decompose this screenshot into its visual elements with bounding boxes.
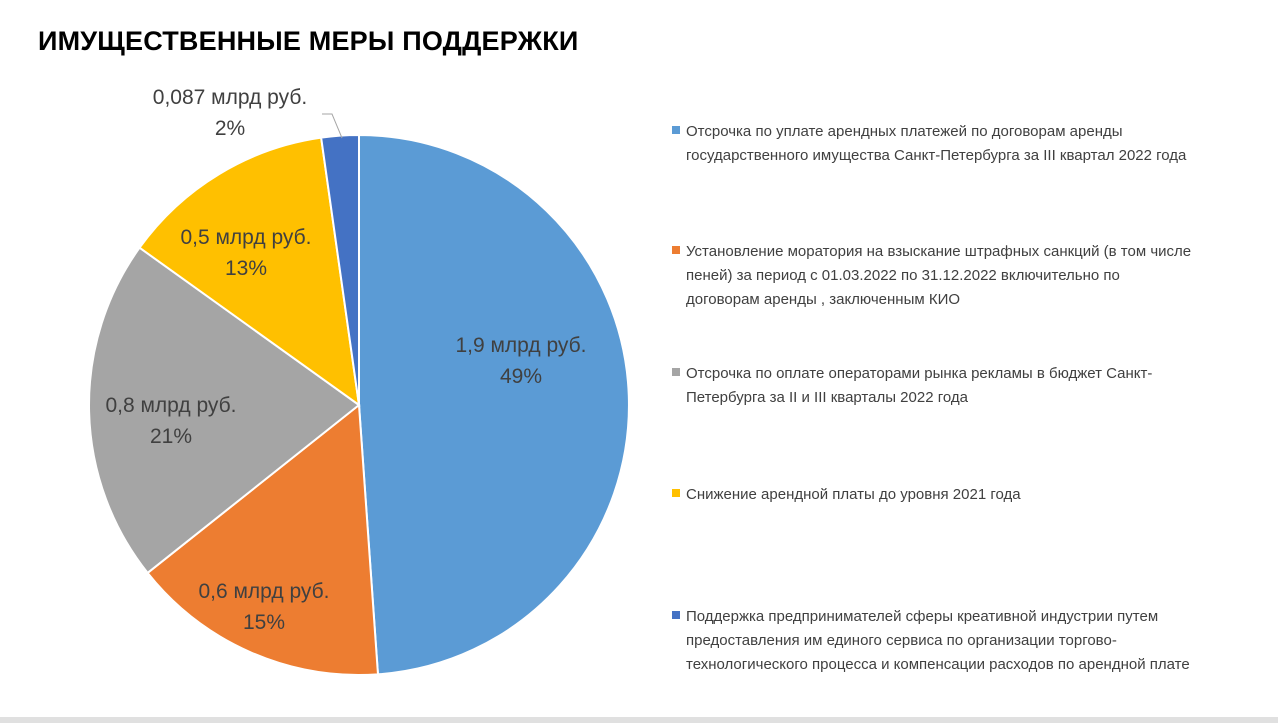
legend-label: Поддержка предпринимателей сферы креатив… [686,608,1190,673]
legend-item-rent-reduction: Снижение арендной платы до уровня 2021 г… [672,483,1021,507]
pie-chart: 1,9 млрд руб. 49% 0,6 млрд руб. 15% 0,8 млрд… [88,86,630,676]
slice-value-label: 1,9 млрд руб. [455,334,586,357]
slice-percent-label: 21% [150,425,192,448]
legend-label: Отсрочка по уплате арендных платежей по … [686,123,1187,164]
legend-swatch [672,489,680,497]
legend-swatch [672,126,680,134]
slice-value-label: 0,5 млрд руб. [180,226,311,249]
legend-label: Установление моратория на взыскание штра… [686,243,1192,308]
slice-value-label: 0,6 млрд руб. [198,580,329,603]
slice-creative-industry [320,133,360,406]
legend-item-moratorium: Установление моратория на взыскание штра… [672,240,1191,312]
legend-swatch [672,246,680,254]
legend-label: Отсрочка по оплате операторами рынка рек… [686,365,1153,406]
leader-line [322,113,343,139]
slice-deferral-rent [358,133,630,676]
slice-value-label: 0,087 млрд руб. [153,86,307,109]
slice-percent-label: 13% [225,257,267,280]
slice-percent-label: 15% [243,611,285,634]
legend-swatch [672,368,680,376]
slice-value-label: 0,8 млрд руб. [105,394,236,417]
legend-swatch [672,611,680,619]
slice-rent-reduction [138,136,361,408]
legend-item-deferral-rent: Отсрочка по уплате арендных платежей по … [672,120,1186,168]
slice-percent-label: 2% [215,117,245,140]
footer-bar [0,717,1278,723]
legend-item-creative-industry: Поддержка предпринимателей сферы креатив… [672,605,1190,677]
legend-item-advertising: Отсрочка по оплате операторами рынка рек… [672,362,1152,410]
slice-advertising [88,246,361,575]
page-title: ИМУЩЕСТВЕННЫЕ МЕРЫ ПОДДЕРЖКИ [38,26,579,56]
slice-percent-label: 49% [500,365,542,388]
slice-moratorium [146,403,380,676]
legend-label: Снижение арендной платы до уровня 2021 г… [686,486,1021,503]
